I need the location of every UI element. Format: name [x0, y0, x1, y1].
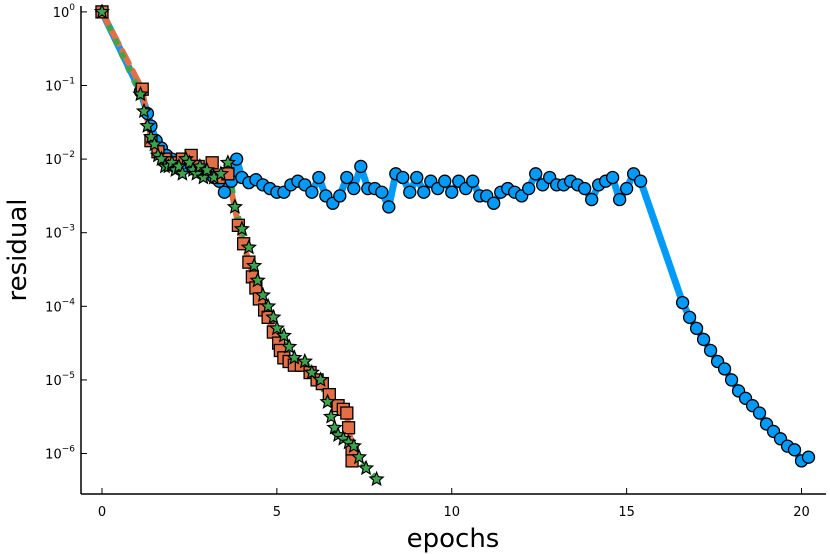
data-point-circle — [682, 310, 697, 324]
data-point-circle — [619, 181, 634, 196]
data-point-circle — [229, 152, 244, 166]
x-tick-label: 15 — [618, 505, 635, 520]
data-point-star — [198, 161, 216, 178]
data-point-star — [357, 459, 375, 476]
data-point-star — [93, 3, 111, 19]
x-axis-title: epochs — [407, 524, 500, 554]
y-tick-label: 10−6 — [45, 445, 75, 463]
data-point-circle — [333, 189, 347, 203]
data-point-square — [341, 421, 356, 435]
data-point-star — [312, 371, 329, 387]
y-tick-label: 10−2 — [45, 150, 75, 168]
data-point-star — [135, 102, 153, 119]
data-point-circle — [752, 406, 767, 420]
data-point-star — [350, 448, 368, 465]
data-point-star — [170, 157, 188, 174]
data-point-star — [139, 117, 156, 133]
data-point-circle — [787, 443, 802, 457]
data-point-circle — [689, 321, 704, 336]
data-point-star — [249, 271, 266, 288]
x-tick-label: 10 — [443, 505, 460, 520]
data-point-star — [368, 470, 385, 487]
data-point-circle — [675, 295, 690, 310]
data-point-star — [219, 154, 237, 170]
data-point-star — [260, 297, 277, 314]
data-point-circle — [696, 332, 711, 347]
data-point-circle — [347, 181, 361, 196]
y-axis-title: residual — [3, 198, 33, 301]
data-point-square — [340, 406, 354, 420]
data-point-circle — [305, 185, 319, 199]
data-point-circle — [396, 170, 410, 185]
data-point-star — [275, 327, 292, 343]
data-point-star — [132, 85, 149, 102]
tick-layer: 0 5 10 15 20 100 10−1 10−2 10−3 10−4 10−5 10−6 — [45, 3, 810, 520]
x-tick-label: 5 — [273, 505, 281, 520]
series-layer — [93, 3, 816, 487]
x-tick-label: 20 — [793, 505, 810, 520]
data-point-star — [181, 154, 198, 170]
series-1-line — [98, 8, 812, 465]
data-point-circle — [354, 159, 368, 174]
data-point-star — [226, 198, 244, 214]
data-point-circle — [445, 185, 459, 199]
data-point-star — [191, 157, 209, 174]
data-point-star — [303, 364, 321, 380]
data-point-circle — [382, 200, 396, 214]
data-point-star — [265, 308, 282, 325]
data-point-circle — [703, 343, 718, 358]
data-point-star — [268, 319, 285, 336]
series-1-line-group — [98, 8, 812, 465]
series-2-line-group — [99, 8, 356, 464]
data-point-star — [188, 165, 205, 181]
data-point-circle — [466, 174, 480, 188]
data-point-star — [322, 408, 340, 424]
series-1-marker-group — [95, 5, 816, 468]
data-point-circle — [417, 185, 431, 199]
data-point-circle — [487, 196, 501, 210]
y-tick-label: 10−5 — [45, 371, 75, 389]
series-2-line — [99, 8, 356, 464]
data-point-circle — [522, 181, 536, 196]
data-point-circle — [529, 167, 543, 181]
data-point-star — [281, 338, 298, 354]
data-point-circle — [438, 174, 452, 188]
data-point-circle — [578, 181, 592, 196]
y-tick-label: 100 — [53, 3, 76, 21]
data-point-circle — [633, 174, 648, 188]
data-point-star — [212, 165, 230, 181]
data-point-circle — [585, 192, 599, 207]
data-point-circle — [801, 450, 816, 464]
data-point-circle — [312, 170, 326, 185]
x-tick-label: 0 — [98, 505, 106, 520]
axes-layer — [80, 6, 826, 495]
data-point-star — [254, 286, 271, 303]
data-point-star — [296, 352, 314, 369]
data-point-star — [240, 238, 257, 255]
data-point-circle — [403, 185, 417, 199]
series-3-marker-group — [93, 3, 385, 487]
y-tick-label: 10−1 — [45, 76, 75, 94]
data-point-star — [246, 257, 263, 273]
data-point-circle — [605, 170, 620, 185]
data-point-circle — [612, 192, 627, 207]
data-point-circle — [375, 185, 389, 199]
y-tick-label: 10−3 — [45, 224, 75, 242]
data-point-circle — [340, 170, 354, 185]
data-point-star — [174, 165, 191, 181]
data-point-star — [146, 135, 163, 152]
data-point-star — [286, 349, 303, 365]
y-tick-label: 10−4 — [45, 297, 75, 315]
data-point-circle — [724, 373, 739, 387]
data-point-star — [345, 437, 363, 454]
data-point-circle — [217, 185, 232, 199]
data-point-star — [319, 393, 336, 409]
data-point-circle — [717, 362, 732, 376]
data-point-star — [233, 220, 250, 236]
data-point-circle — [410, 170, 424, 185]
